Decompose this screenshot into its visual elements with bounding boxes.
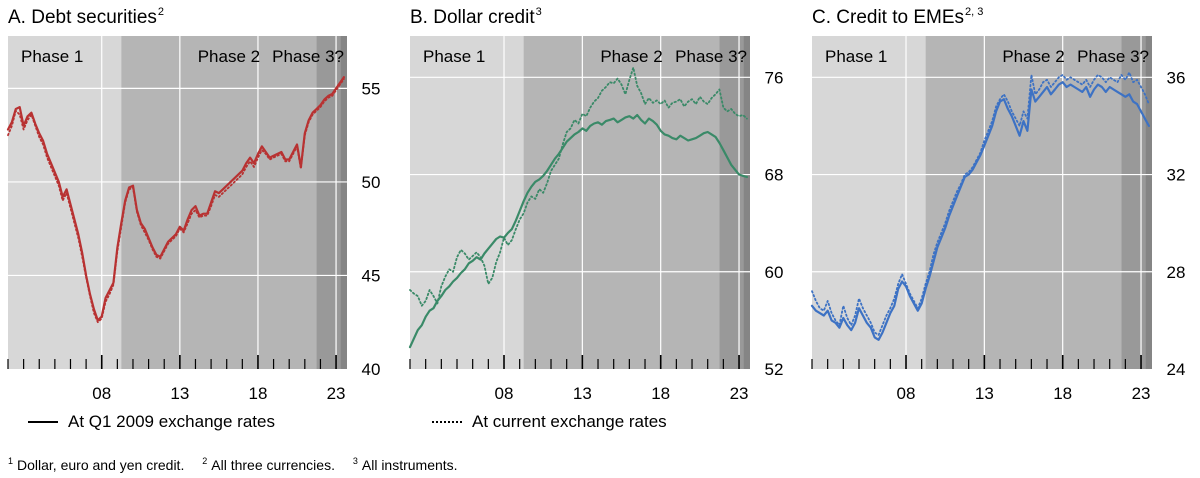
footnote-1-text: Dollar, euro and yen credit. — [17, 457, 185, 473]
legend-dotted: At current exchange rates — [432, 412, 667, 432]
footnote-2-num: 2 — [202, 456, 208, 466]
panel-a-y-tick-label: 50 — [362, 173, 381, 192]
panel-a-phase-3-inner-band — [340, 36, 347, 369]
footnote-3-text: All instruments. — [361, 457, 458, 473]
panel-c-y-tick-label: 36 — [1167, 68, 1186, 87]
panel-b-x-tick-label: 18 — [651, 384, 670, 403]
panel-c-phase-2-label: Phase 2 — [1002, 47, 1064, 66]
panel-c-series-q1-2009-fx — [810, 81, 1150, 341]
panel-a-y-tick-label: 55 — [362, 79, 381, 98]
panel-a-x-tick-label: 08 — [92, 384, 111, 403]
charts-canvas: Phase 1 Phase 2 Phase 3? 08 13 18 23 40 45 50 55 Ph… — [6, 36, 1186, 403]
panel-b-x-tick-label: 08 — [495, 384, 514, 403]
panel-c-x-tick-label: 18 — [1053, 384, 1072, 403]
panel-a-phase-2-band — [121, 36, 317, 369]
panel-b-y-tick-label: 68 — [765, 166, 784, 185]
panel-b-title: B. Dollar credit3 — [410, 6, 542, 28]
panel-a-x-tick-label: 18 — [248, 384, 267, 403]
panel-b-series-current-fx — [409, 66, 748, 307]
legend-dotted-swatch — [432, 421, 462, 423]
panel-c-y-tick-label: 32 — [1167, 166, 1186, 185]
panel-c-x-tick-label: 13 — [975, 384, 994, 403]
panel-b-y-tick-label: 60 — [765, 263, 784, 282]
panel-a-y-tick-label: 45 — [362, 266, 381, 285]
panel-b-phase-2-band — [523, 36, 720, 369]
panel-a-y-tick-label: 40 — [362, 360, 381, 379]
panel-c-phase-1-label: Phase 1 — [825, 47, 887, 66]
panel-b-phase-2-label: Phase 2 — [600, 47, 662, 66]
panel-c-series-current-fx — [811, 71, 1150, 336]
panel-a-title: A. Debt securities2 — [8, 6, 165, 28]
panel-c-y-tick-label: 24 — [1167, 360, 1186, 379]
panel-b-y-tick-label: 52 — [765, 360, 784, 379]
panel-c-y-tick-label: 28 — [1167, 263, 1186, 282]
panel-a-phase-1-band — [8, 36, 122, 369]
legend-solid-swatch — [28, 421, 58, 423]
panel-b-x-tick-label: 23 — [730, 384, 749, 403]
panel-a-phase-2-label: Phase 2 — [198, 47, 260, 66]
panel-a-x-tick-label: 23 — [327, 384, 346, 403]
panel-a-series-current-fx — [7, 78, 345, 324]
panel-b-y-tick-label: 76 — [765, 68, 784, 87]
panel-b-series-q1-2009-fx — [408, 113, 748, 349]
legend-dotted-label: At current exchange rates — [472, 412, 667, 431]
footnote-1-num: 1 — [8, 456, 14, 466]
panel-a-x-tick-label: 13 — [170, 384, 189, 403]
panel-a-phase-3-label: Phase 3? — [272, 47, 344, 66]
panel-b-phase-3-inner-band — [743, 36, 750, 369]
panel-c-phase-3-label: Phase 3? — [1077, 47, 1149, 66]
panel-c-phase-3-inner-band — [1145, 36, 1152, 369]
panel-b-phase-3-label: Phase 3? — [675, 47, 747, 66]
footnote-3-num: 3 — [352, 456, 358, 466]
panel-a-phase-1-label: Phase 1 — [21, 47, 83, 66]
panel-c-x-tick-label: 08 — [897, 384, 916, 403]
legend-solid: At Q1 2009 exchange rates — [28, 412, 275, 432]
footnotes: 1 Dollar, euro and yen credit. 2 All three… — [8, 456, 458, 473]
panel-c-x-tick-label: 23 — [1132, 384, 1151, 403]
legend-solid-label: At Q1 2009 exchange rates — [68, 412, 275, 431]
panel-b-phase-1-band — [410, 36, 524, 369]
panel-b-x-tick-label: 13 — [573, 384, 592, 403]
footnote-2-text: All three currencies. — [211, 457, 335, 473]
panel-b-phase-1-label: Phase 1 — [423, 47, 485, 66]
panel-c-title: C. Credit to EMEs2, 3 — [812, 6, 984, 28]
